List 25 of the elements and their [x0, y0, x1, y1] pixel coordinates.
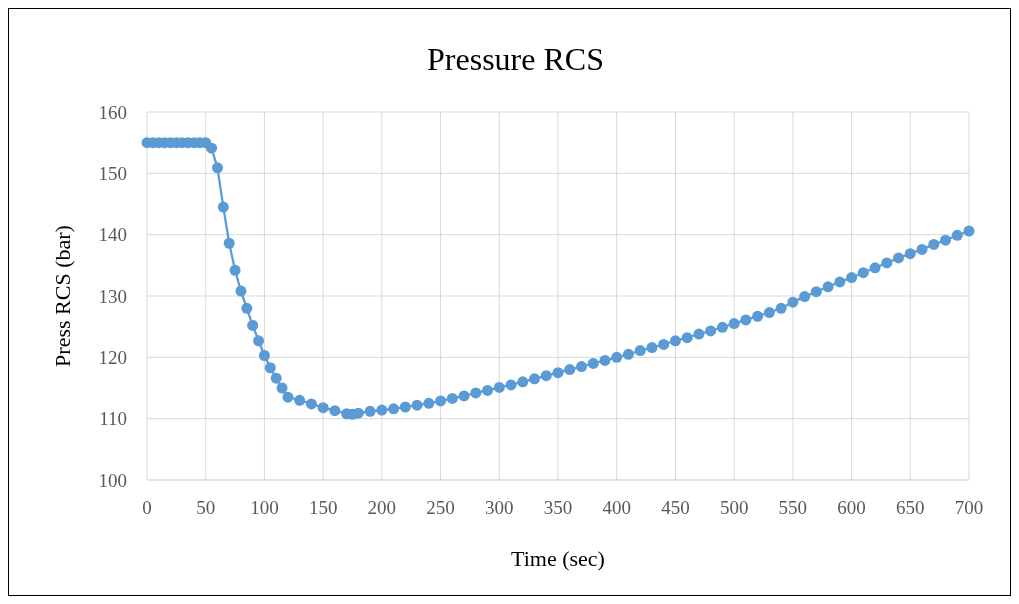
- x-tick-label: 350: [543, 497, 573, 518]
- x-tick-label: 0: [142, 497, 152, 518]
- y-axis-title: Press RCS (bar): [50, 225, 75, 367]
- x-tick-label: 200: [367, 497, 397, 518]
- x-tick-label: 550: [778, 497, 808, 518]
- y-tick-label: 130: [98, 285, 127, 307]
- x-tick-label: 250: [426, 497, 455, 518]
- x-tick-label: 300: [485, 497, 514, 518]
- x-tick-label: 150: [308, 497, 338, 518]
- x-tick-label: 450: [661, 497, 690, 518]
- x-tick-label: 650: [896, 497, 925, 518]
- x-tick-label: 500: [719, 497, 749, 518]
- y-tick-label: 140: [98, 224, 127, 246]
- chart-title: Pressure RCS: [427, 41, 604, 77]
- x-axis-title: Time (sec): [511, 546, 605, 571]
- y-tick-label: 100: [98, 469, 127, 491]
- x-tick-label: 50: [196, 497, 216, 518]
- y-tick-label: 120: [98, 346, 127, 368]
- y-tick-label: 160: [98, 101, 127, 123]
- y-tick-label: 110: [99, 408, 127, 430]
- x-tick-label: 600: [837, 497, 866, 518]
- x-tick-label: 700: [954, 497, 984, 518]
- x-tick-label: 400: [602, 497, 631, 518]
- y-tick-label: 150: [98, 162, 127, 184]
- x-tick-label: 100: [250, 497, 279, 518]
